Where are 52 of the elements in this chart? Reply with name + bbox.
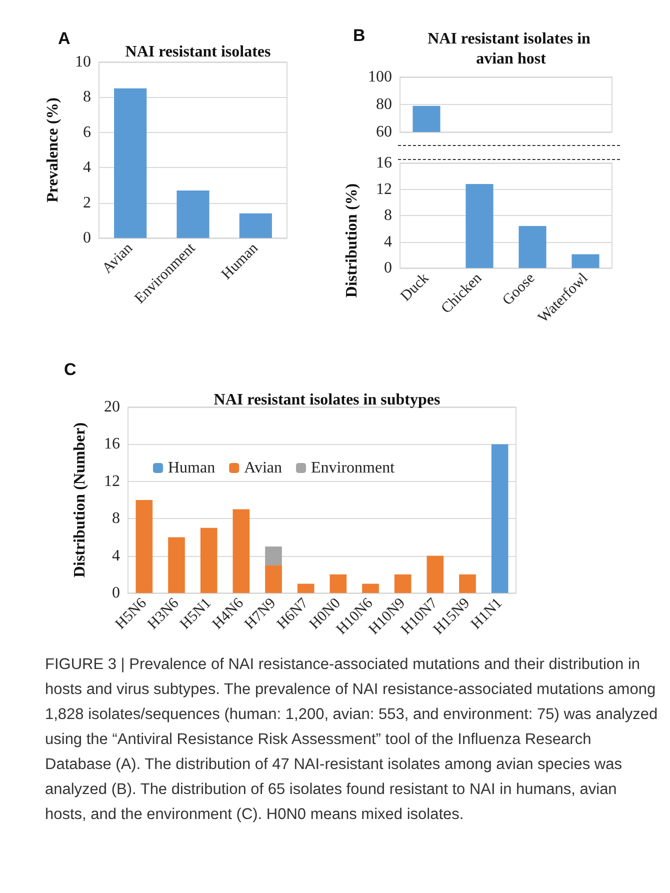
y-tick-label: 60	[376, 124, 392, 140]
bar	[491, 444, 508, 593]
text: A	[58, 29, 70, 49]
y-tick-label: 6	[83, 124, 91, 141]
bar	[136, 500, 153, 593]
chart-title: NAI resistant isolates in subtypes	[214, 392, 440, 408]
bar	[232, 509, 250, 593]
caption: FIGURE 3 | Prevalence of NAI resistance-associated mutations and their distribution in hosts and virus subtypes. The prevalence of NAI resistance-associated mutations among 1,828 isolates/sequences (human: 1,200, avian: 553, and environment: 75) was analyzed using the “Antiviral Resistance Risk Assessment” tool of the Influenza Research Database (A). The distribution of 47 NAI-resistant isolates among avian species was analyzed (B). The distribution of 65 isolates found resistant to NAI in humans, avian hosts, and the environment (C). H0N0 means mixed isolates.	[45, 655, 659, 825]
bar	[297, 584, 314, 593]
y-tick-label: 2	[83, 194, 91, 212]
y-tick-label: 20	[104, 398, 120, 416]
y-tick-label: 0	[384, 260, 392, 276]
bar	[330, 574, 347, 593]
legend-label: Human	[168, 460, 216, 476]
bar	[176, 190, 210, 238]
chart-title: NAI resistant isolates in avian host	[428, 30, 594, 68]
y-tick-label: 12	[376, 180, 392, 198]
y-tick-label: 0	[112, 584, 120, 602]
y-tick-label: 16	[376, 154, 392, 172]
bar	[265, 565, 282, 593]
y-tick-label: 0	[83, 230, 91, 246]
y-tick-label: 8	[83, 88, 91, 106]
bar	[426, 556, 444, 593]
y-tick-label: 8	[112, 510, 120, 528]
y-axis-title: Distribution (Number)	[72, 422, 88, 578]
bar	[362, 584, 379, 593]
chart-title: NAI resistant isolates	[125, 44, 271, 60]
y-axis-title: Prevalence (%)	[44, 98, 62, 202]
y-tick-label: 8	[384, 207, 392, 224]
y-tick-label: 4	[112, 547, 120, 564]
bar	[394, 574, 412, 593]
y-tick-label: 100	[368, 68, 392, 86]
bar	[239, 213, 272, 238]
bar	[265, 546, 282, 566]
legend-label: Environment	[311, 460, 396, 476]
y-tick-label: 4	[83, 159, 91, 176]
text: B	[353, 26, 366, 46]
y-tick-label: 16	[104, 436, 120, 453]
y-tick-label: 80	[376, 96, 392, 113]
y-tick-label: 10	[75, 54, 91, 70]
bar	[200, 528, 218, 593]
y-tick-label: 12	[104, 472, 120, 490]
y-axis-title: Distribution (%)	[344, 183, 360, 298]
bar	[572, 254, 600, 268]
bar	[168, 537, 185, 593]
y-tick-label: 4	[384, 233, 392, 250]
bar	[114, 88, 147, 238]
bar	[459, 574, 476, 593]
bar	[518, 226, 546, 268]
legend-label: Avian	[244, 460, 282, 476]
bar	[466, 184, 494, 268]
text: C	[64, 360, 76, 380]
